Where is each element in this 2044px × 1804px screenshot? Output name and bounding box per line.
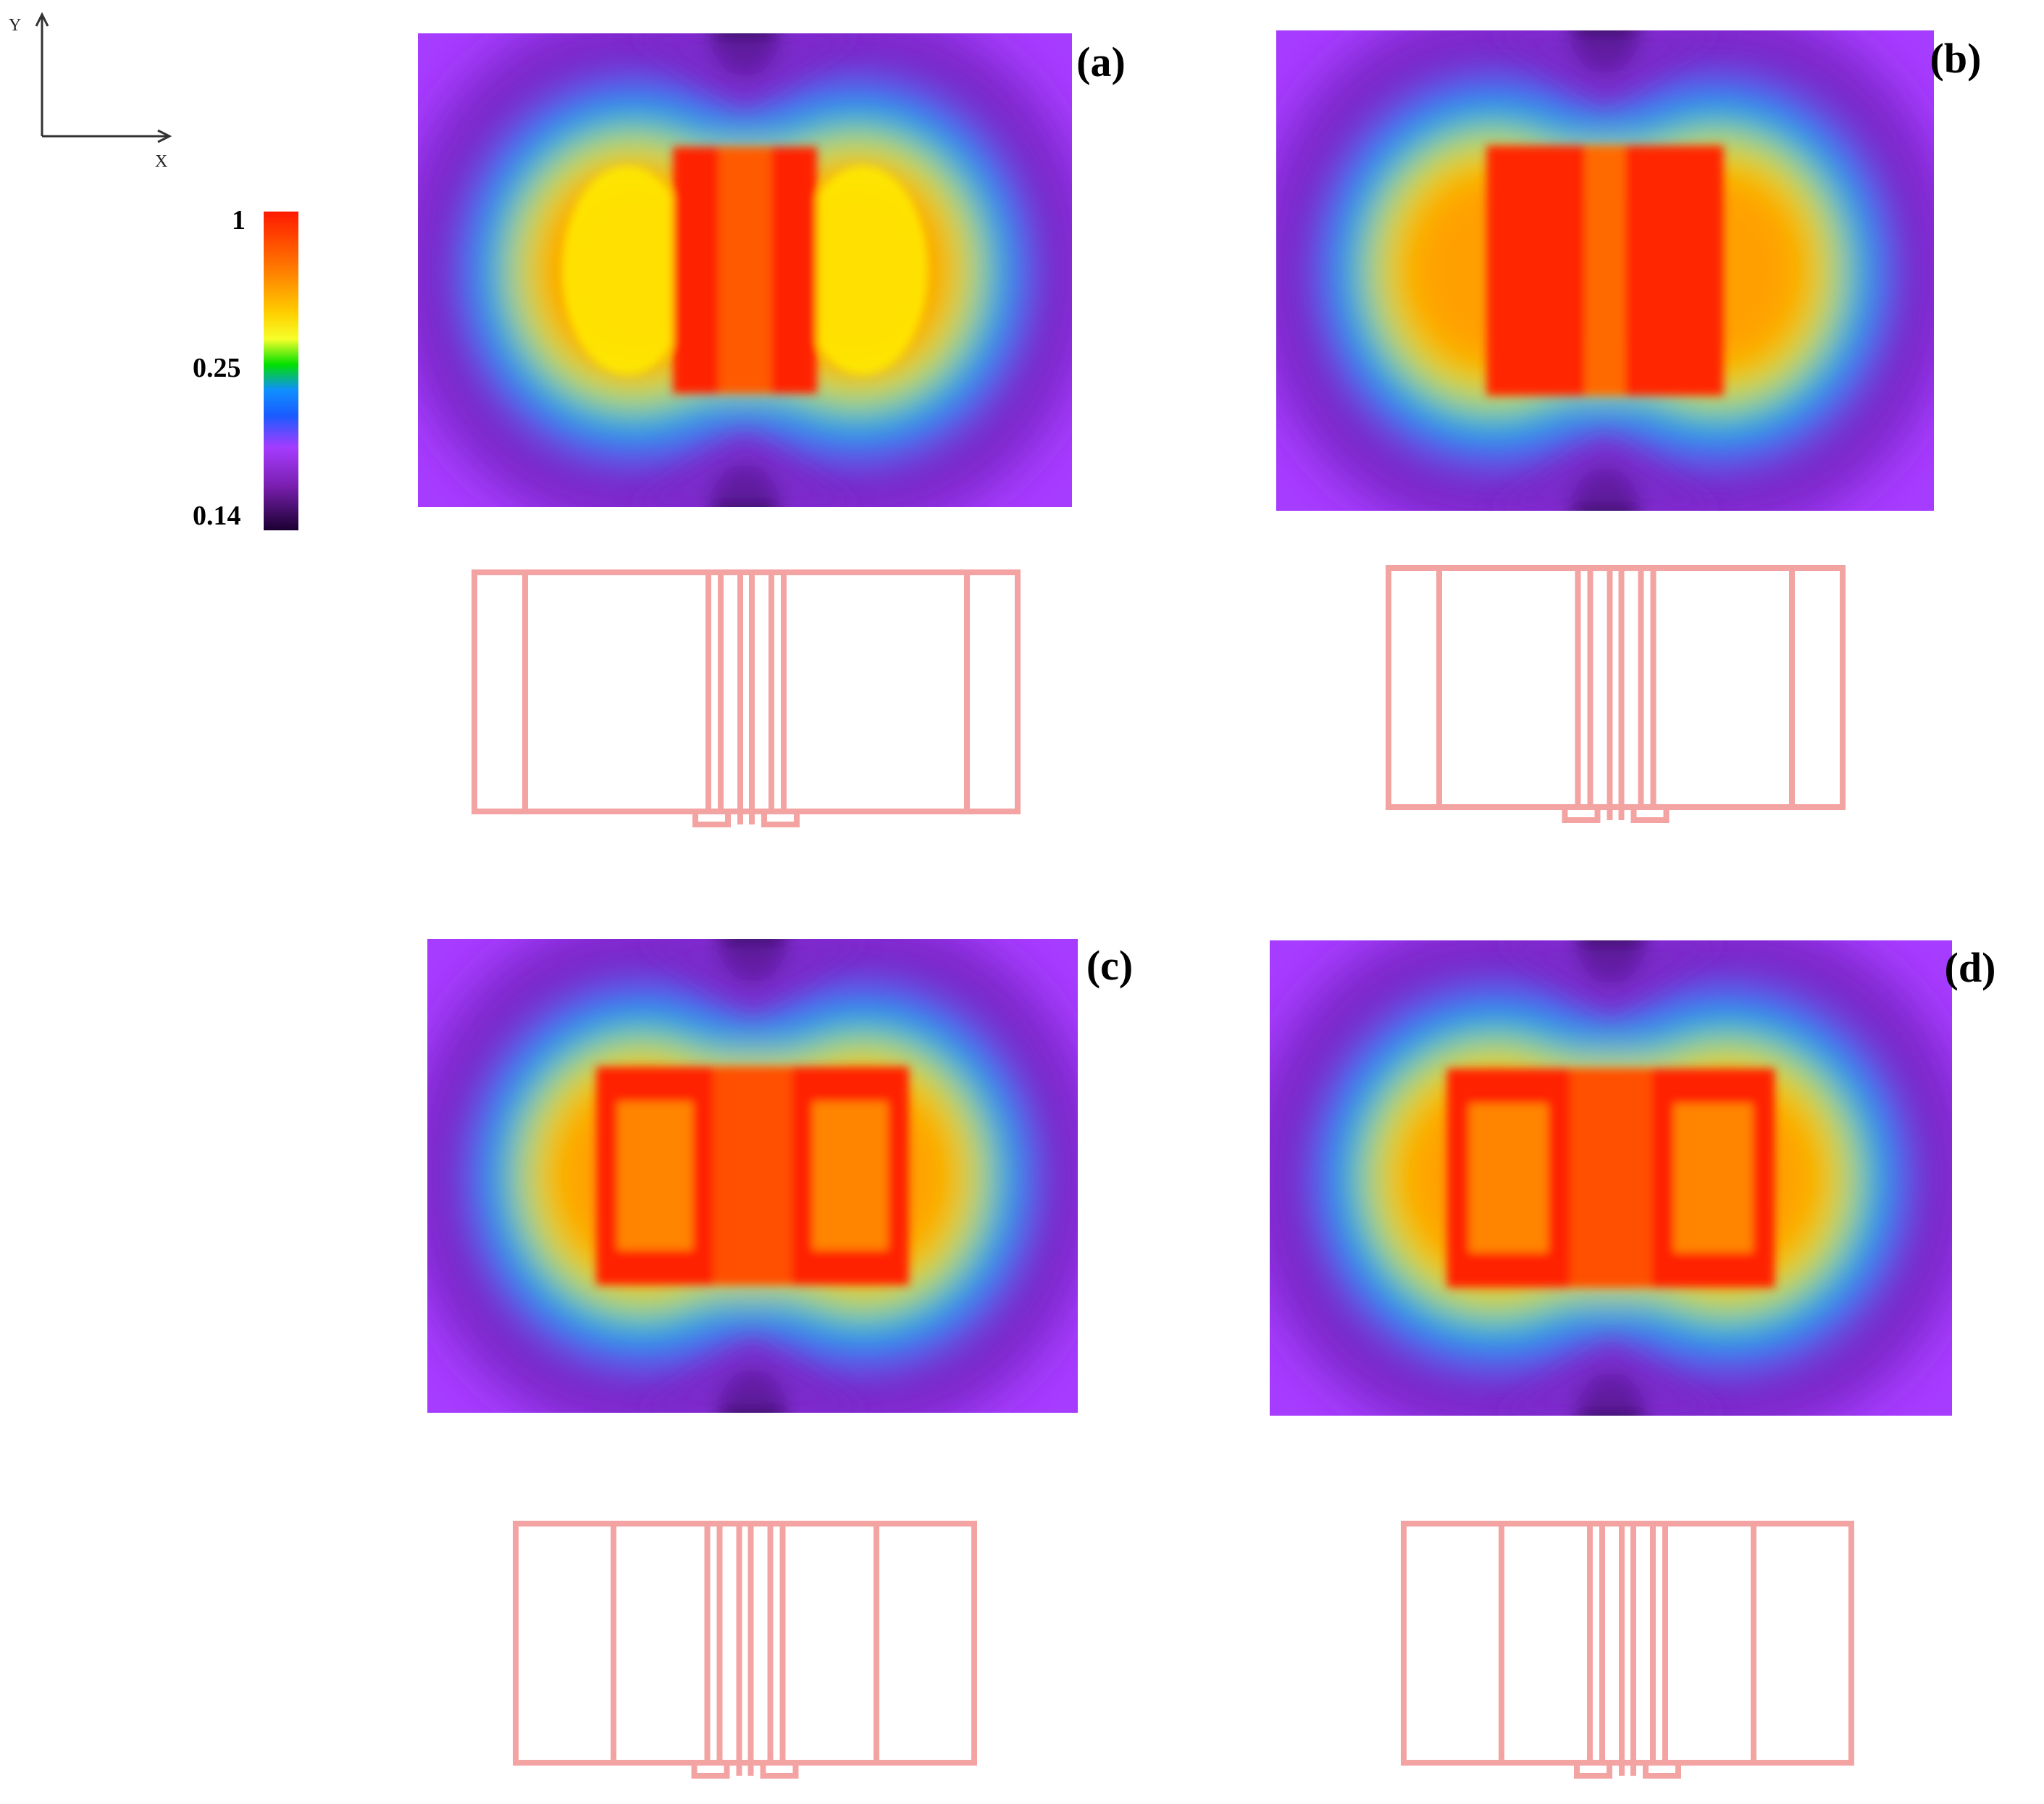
antenna-outline — [1401, 1521, 1854, 1779]
colorbar-gradient — [264, 212, 298, 530]
colorbar-tick-min: 0.14 — [193, 501, 241, 531]
field-map — [1276, 30, 1934, 511]
panel-label: (d) — [1945, 944, 1996, 991]
antenna-outline — [513, 1521, 977, 1779]
axes-indicator: Y X — [9, 12, 172, 171]
colorbar-tick-max: 1 — [232, 205, 246, 235]
antenna-outline — [472, 569, 1021, 827]
panel-label: (a) — [1076, 38, 1126, 85]
axis-x-label: X — [155, 152, 167, 171]
panel-d: (d) — [1270, 940, 1996, 1779]
axis-y-label: Y — [9, 16, 21, 35]
field-map — [1270, 940, 1952, 1416]
field-map — [427, 939, 1078, 1413]
panel-a: (a) — [418, 33, 1126, 827]
panel-b: (b) — [1276, 30, 1982, 823]
field-map — [418, 33, 1072, 507]
colorbar-tick-mid: 0.25 — [193, 353, 241, 383]
panel-c: (c) — [427, 939, 1133, 1779]
colorbar: 1 0.25 0.14 — [193, 205, 298, 531]
panel-label: (b) — [1930, 35, 1982, 82]
panel-label: (c) — [1086, 942, 1133, 989]
antenna-outline — [1386, 565, 1846, 823]
